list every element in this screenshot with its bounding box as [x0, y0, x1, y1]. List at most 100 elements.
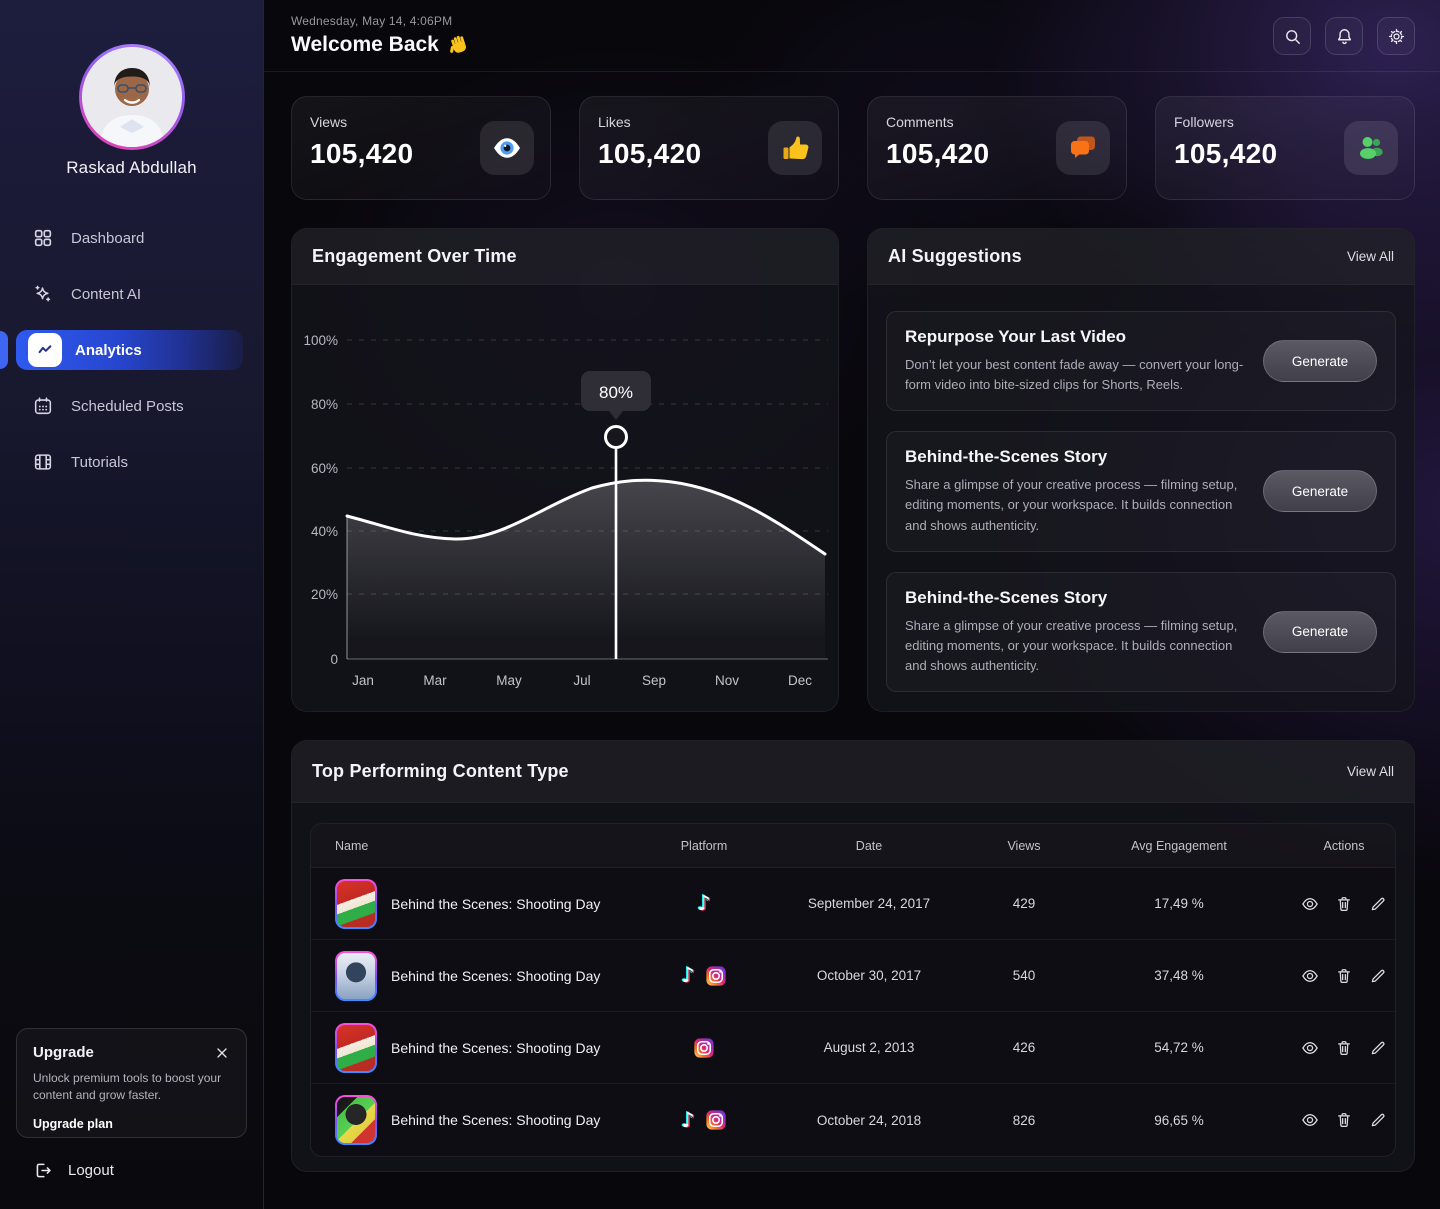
thumbs-up-icon: [779, 132, 811, 164]
sparkles-icon: [32, 283, 54, 305]
chart-marker: 80%: [581, 371, 651, 659]
stat-card-followers: Followers 105,420: [1155, 96, 1415, 200]
sidebar-nav: Dashboard Content AI Analytics Scheduled…: [0, 218, 263, 482]
upgrade-plan-link[interactable]: Upgrade plan: [33, 1116, 113, 1131]
stat-label: Likes: [598, 114, 631, 130]
close-icon[interactable]: [214, 1045, 230, 1061]
delete-button[interactable]: [1335, 1111, 1353, 1129]
upgrade-card: Upgrade Unlock premium tools to boost yo…: [16, 1028, 247, 1138]
view-button[interactable]: [1301, 1039, 1319, 1057]
nav-label: Dashboard: [71, 229, 145, 247]
logout-icon: [32, 1160, 53, 1181]
svg-text:Mar: Mar: [423, 673, 447, 688]
nav-label: Analytics: [75, 341, 142, 359]
gear-icon: [1387, 27, 1406, 46]
panel-title: Engagement Over Time: [312, 246, 517, 266]
stat-card-comments: Comments 105,420: [867, 96, 1127, 200]
stat-card-likes: Likes 105,420: [579, 96, 839, 200]
delete-button[interactable]: [1335, 1039, 1353, 1057]
suggestion-title: Behind-the-Scenes Story: [905, 587, 1108, 607]
greeting-text: Welcome Back: [291, 33, 439, 56]
col-views: Views: [1007, 838, 1041, 853]
col-avg-engagement: Avg Engagement: [1131, 838, 1227, 853]
views-count: 540: [1012, 968, 1036, 983]
content-name: Behind the Scenes: Shooting Day: [391, 967, 601, 984]
notifications-button[interactable]: [1325, 17, 1363, 55]
sidebar-item-analytics[interactable]: Analytics: [16, 330, 243, 370]
delete-button[interactable]: [1335, 895, 1353, 913]
film-icon: [32, 451, 54, 473]
engagement-chart[interactable]: 80% 100% 80% 60% 40% 20% 0 Jan Mar May J…: [292, 285, 839, 712]
avg-engagement: 96,65 %: [1154, 1112, 1204, 1128]
nav-label: Tutorials: [71, 453, 128, 471]
suggestion-card: Behind-the-Scenes Story Share a glimpse …: [886, 571, 1396, 693]
suggestion-body: Share a glimpse of your creative process…: [905, 617, 1238, 673]
trash-icon: [1335, 1039, 1353, 1057]
video-thumbnail: [335, 878, 377, 929]
trash-icon: [1335, 967, 1353, 985]
sidebar-item-tutorials[interactable]: Tutorials: [0, 442, 263, 482]
svg-text:100%: 100%: [303, 333, 338, 348]
logout-label: Logout: [68, 1162, 114, 1179]
stat-value: 105,420: [886, 138, 990, 169]
stat-card-views: Views 105,420: [291, 96, 551, 200]
table-row: Behind the Scenes: Shooting Day ♪ Octobe…: [311, 940, 1395, 1012]
view-button[interactable]: [1301, 895, 1319, 913]
edit-button[interactable]: [1369, 895, 1387, 913]
tiktok-icon: ♪: [697, 891, 711, 915]
edit-button[interactable]: [1369, 1039, 1387, 1057]
video-thumbnail: [335, 1095, 377, 1145]
suggestion-title: Behind-the-Scenes Story: [905, 447, 1108, 467]
search-button[interactable]: [1273, 17, 1311, 55]
bell-icon: [1335, 27, 1354, 46]
sidebar-item-dashboard[interactable]: Dashboard: [0, 218, 263, 258]
content-name: Behind the Scenes: Shooting Day: [391, 1039, 601, 1056]
generate-button[interactable]: Generate: [1263, 340, 1377, 383]
view-all-link[interactable]: View All: [1346, 764, 1394, 779]
svg-text:Sep: Sep: [642, 673, 666, 688]
col-name: Name: [335, 838, 369, 853]
content-name: Behind the Scenes: Shooting Day: [391, 1112, 601, 1128]
post-date: October 30, 2017: [816, 968, 922, 983]
calendar-icon: [32, 395, 54, 417]
generate-button[interactable]: Generate: [1263, 610, 1377, 653]
avg-engagement: 54,72 %: [1154, 1040, 1204, 1055]
svg-text:Jan: Jan: [352, 673, 374, 688]
views-count: 426: [1012, 1040, 1036, 1055]
edit-button[interactable]: [1369, 1111, 1387, 1129]
svg-text:80%: 80%: [311, 397, 338, 412]
sidebar-item-content-ai[interactable]: Content AI: [0, 274, 263, 314]
trash-icon: [1335, 1111, 1353, 1129]
avg-engagement: 17,49 %: [1154, 896, 1204, 911]
svg-text:0: 0: [330, 652, 338, 667]
trash-icon: [1335, 895, 1353, 913]
chart-tooltip: [581, 371, 651, 411]
trend-icon: [28, 333, 62, 367]
post-date: August 2, 2013: [823, 1040, 915, 1055]
stat-label: Comments: [886, 114, 954, 130]
ai-suggestions-panel: AI Suggestions View All Repurpose Your L…: [867, 228, 1415, 712]
pencil-icon: [1369, 1039, 1387, 1057]
avg-engagement: 37,48 %: [1154, 968, 1204, 983]
stat-label: Followers: [1174, 114, 1234, 130]
view-button[interactable]: [1301, 967, 1319, 985]
suggestion-body: Don’t let your best content fade away — …: [905, 357, 1244, 393]
stat-value: 105,420: [1174, 138, 1278, 169]
svg-text:Dec: Dec: [788, 673, 812, 688]
edit-button[interactable]: [1369, 967, 1387, 985]
sidebar-item-scheduled-posts[interactable]: Scheduled Posts: [0, 386, 263, 426]
generate-button[interactable]: Generate: [1263, 470, 1377, 513]
date-line: Wednesday, May 14, 4:06PM: [291, 14, 453, 28]
delete-button[interactable]: [1335, 967, 1353, 985]
nav-label: Content AI: [71, 285, 142, 303]
view-all-link[interactable]: View All: [1346, 249, 1394, 264]
grid-icon: [32, 227, 54, 249]
video-thumbnail: [335, 950, 377, 1001]
tooltip-value: 80%: [599, 383, 633, 402]
table-row: Behind the Scenes: Shooting Day August 2…: [311, 1012, 1395, 1084]
settings-button[interactable]: [1377, 17, 1415, 55]
logout-button[interactable]: Logout: [32, 1160, 114, 1181]
view-button[interactable]: [1301, 1111, 1319, 1129]
pencil-icon: [1369, 967, 1387, 985]
pencil-icon: [1369, 1111, 1387, 1129]
